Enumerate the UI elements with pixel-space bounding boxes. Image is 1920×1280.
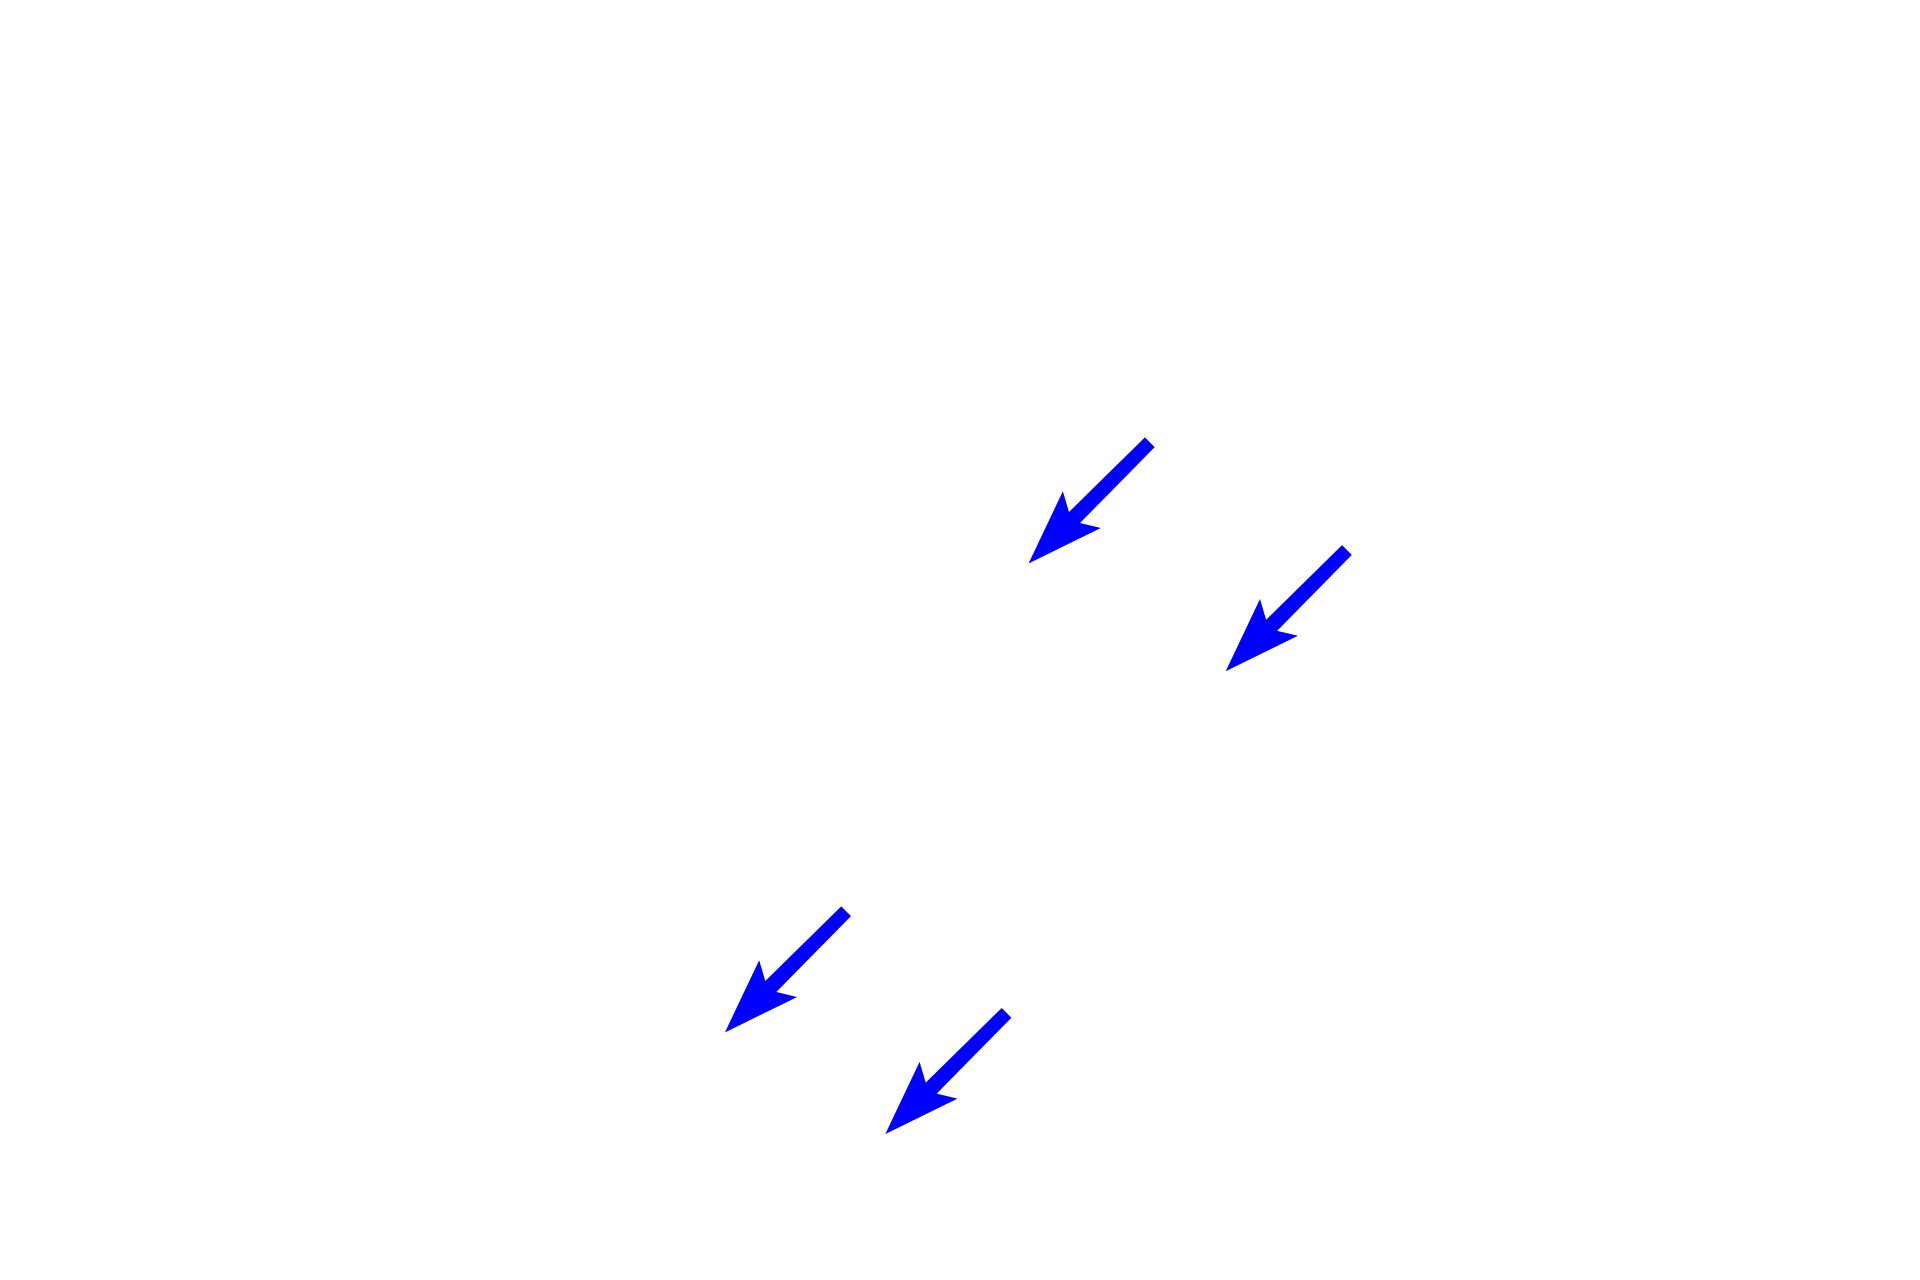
arrow-down-left-icon — [885, 1007, 1012, 1135]
arrow-down-left-icon — [724, 906, 852, 1033]
arrow-down-left-icon — [1225, 545, 1352, 672]
arrow-down-left-icon — [1028, 437, 1155, 564]
